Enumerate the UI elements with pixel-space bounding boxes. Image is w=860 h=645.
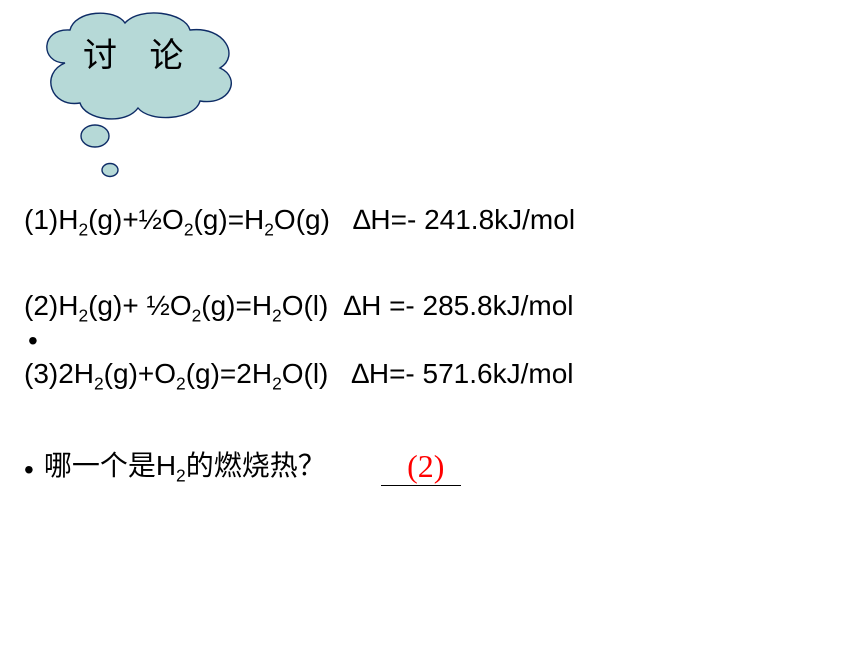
- equation-3: (3)2H2(g)+O2(g)=2H2O(l) ∆H=- 571.6kJ/mol: [24, 354, 844, 396]
- eq3-prefix: (3)2H: [24, 358, 94, 389]
- answer-underline: [381, 485, 461, 487]
- eq3-mid3: O(l): [282, 358, 352, 389]
- eq2-mid3: O(l): [282, 290, 344, 321]
- eq3-mid2: (g)=2H: [186, 358, 272, 389]
- eq2-sub1: 2: [78, 305, 88, 325]
- question-post: 的燃烧热？: [186, 450, 326, 481]
- eq3-mid1: (g)+O: [104, 358, 176, 389]
- stray-bullet: •: [24, 334, 844, 348]
- answer-text: (2): [407, 448, 444, 484]
- eq1-sub1: 2: [78, 220, 88, 240]
- question-text: 哪一个是H2的燃烧热？: [44, 444, 326, 487]
- eq1-prefix: (1)H: [24, 204, 78, 235]
- eq2-sub2: 2: [192, 305, 202, 325]
- eq2-dh: H =- 285.8kJ/mol: [361, 290, 573, 321]
- eq2-delta: ∆: [344, 290, 361, 321]
- eq3-sub1: 2: [94, 373, 104, 393]
- eq2-sub3: 2: [272, 305, 282, 325]
- eq3-dh: H=- 571.6kJ/mol: [369, 358, 574, 389]
- equation-2: (2)H2(g)+ ½O2(g)=H2O(l) ∆H =- 285.8kJ/mo…: [24, 286, 844, 328]
- eq1-mid2: (g)=H: [193, 204, 264, 235]
- eq1-delta: ∆: [353, 204, 370, 235]
- eq2-mid2: (g)=H: [201, 290, 272, 321]
- eq3-sub3: 2: [272, 373, 282, 393]
- question-pre: 哪一个是H: [44, 450, 176, 481]
- question-bullet: •: [24, 454, 34, 486]
- eq3-sub2: 2: [176, 373, 186, 393]
- eq1-mid3: O(g): [274, 204, 353, 235]
- eq1-dh: H=- 241.8kJ/mol: [370, 204, 575, 235]
- content-area: (1)H2(g)+½O2(g)=H2O(g) ∆H=- 241.8kJ/mol …: [24, 200, 844, 486]
- bubble-title: 讨 论: [83, 28, 196, 77]
- eq1-mid1: (g)+½O: [88, 204, 184, 235]
- eq3-delta: ∆: [352, 358, 369, 389]
- question-row: • 哪一个是H2的燃烧热？ (2): [24, 444, 844, 487]
- thought-bubble: 讨 论: [30, 8, 260, 198]
- eq2-mid1: (g)+ ½O: [88, 290, 191, 321]
- answer-wrap: (2): [381, 444, 471, 487]
- eq1-sub3: 2: [264, 220, 274, 240]
- equation-1: (1)H2(g)+½O2(g)=H2O(g) ∆H=- 241.8kJ/mol: [24, 200, 844, 242]
- eq2-prefix: (2)H: [24, 290, 78, 321]
- question-sub: 2: [176, 465, 186, 485]
- gap-1: [24, 242, 844, 286]
